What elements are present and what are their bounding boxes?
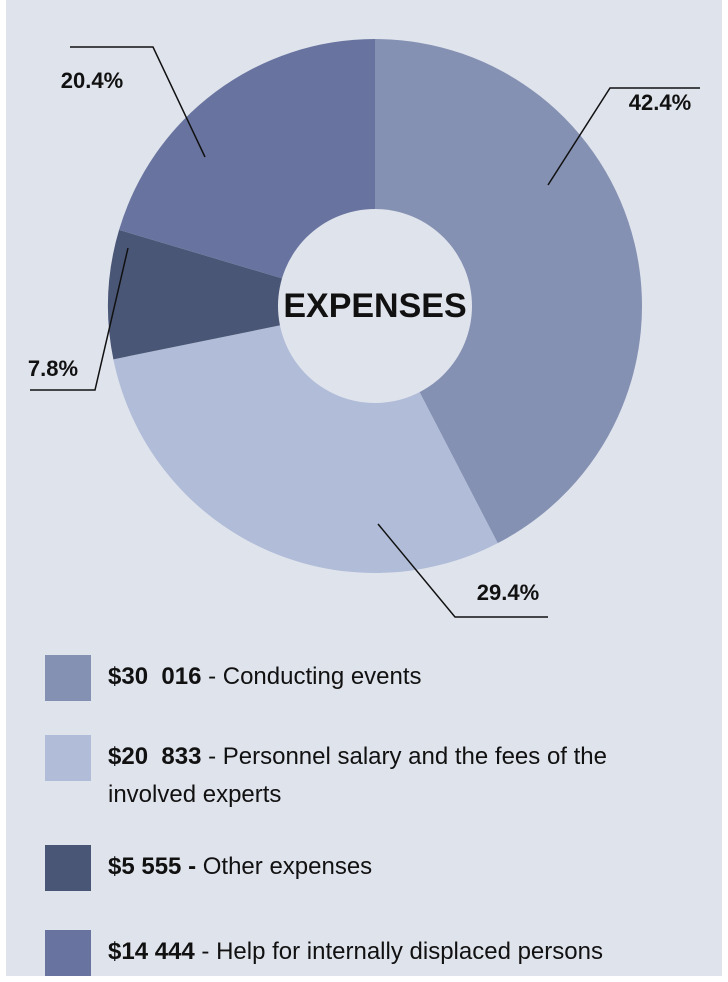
legend-item: $30 016 - Conducting events: [108, 658, 688, 696]
chart-title: EXPENSES: [283, 287, 466, 325]
legend-swatch: [45, 735, 91, 781]
legend-text: - Personnel salary and the fees of the i…: [108, 743, 607, 808]
legend-amount: $5 555 -: [108, 853, 197, 880]
leader-line: [547, 87, 700, 186]
leader-line: [70, 46, 206, 158]
legend-text: Other expenses: [196, 853, 373, 880]
legend-item: $14 444 - Help for internally displaced …: [108, 933, 688, 971]
leader-line: [30, 247, 129, 391]
data-label: 20.4%: [61, 68, 123, 93]
legend-text: - Conducting events: [201, 663, 422, 690]
data-label: 42.4%: [629, 90, 691, 115]
legend-item: $20 833 - Personnel salary and the fees …: [108, 738, 688, 814]
leader-line: [377, 523, 548, 618]
slice: [107, 229, 375, 360]
chart: EXPENSES 42.4% 29.4% 7.8% 20.4%: [28, 39, 700, 618]
slice: [375, 39, 643, 544]
data-label: 7.8%: [28, 356, 78, 381]
legend-amount: $20 833: [108, 743, 202, 770]
legend-amount: $14 444: [108, 938, 195, 965]
legend-text: - Help for internally displaced persons: [194, 938, 603, 965]
chart-panel: EXPENSES 42.4% 29.4% 7.8% 20.4% $30 016 …: [6, 0, 722, 976]
legend-item: $5 555 - Other expenses: [108, 848, 688, 886]
legend-swatch: [45, 845, 91, 891]
legend-amount: $30 016: [108, 663, 202, 690]
legend-swatch: [45, 655, 91, 701]
donut-hole: [278, 209, 472, 403]
legend-swatch: [45, 930, 91, 976]
data-label: 29.4%: [477, 580, 539, 605]
